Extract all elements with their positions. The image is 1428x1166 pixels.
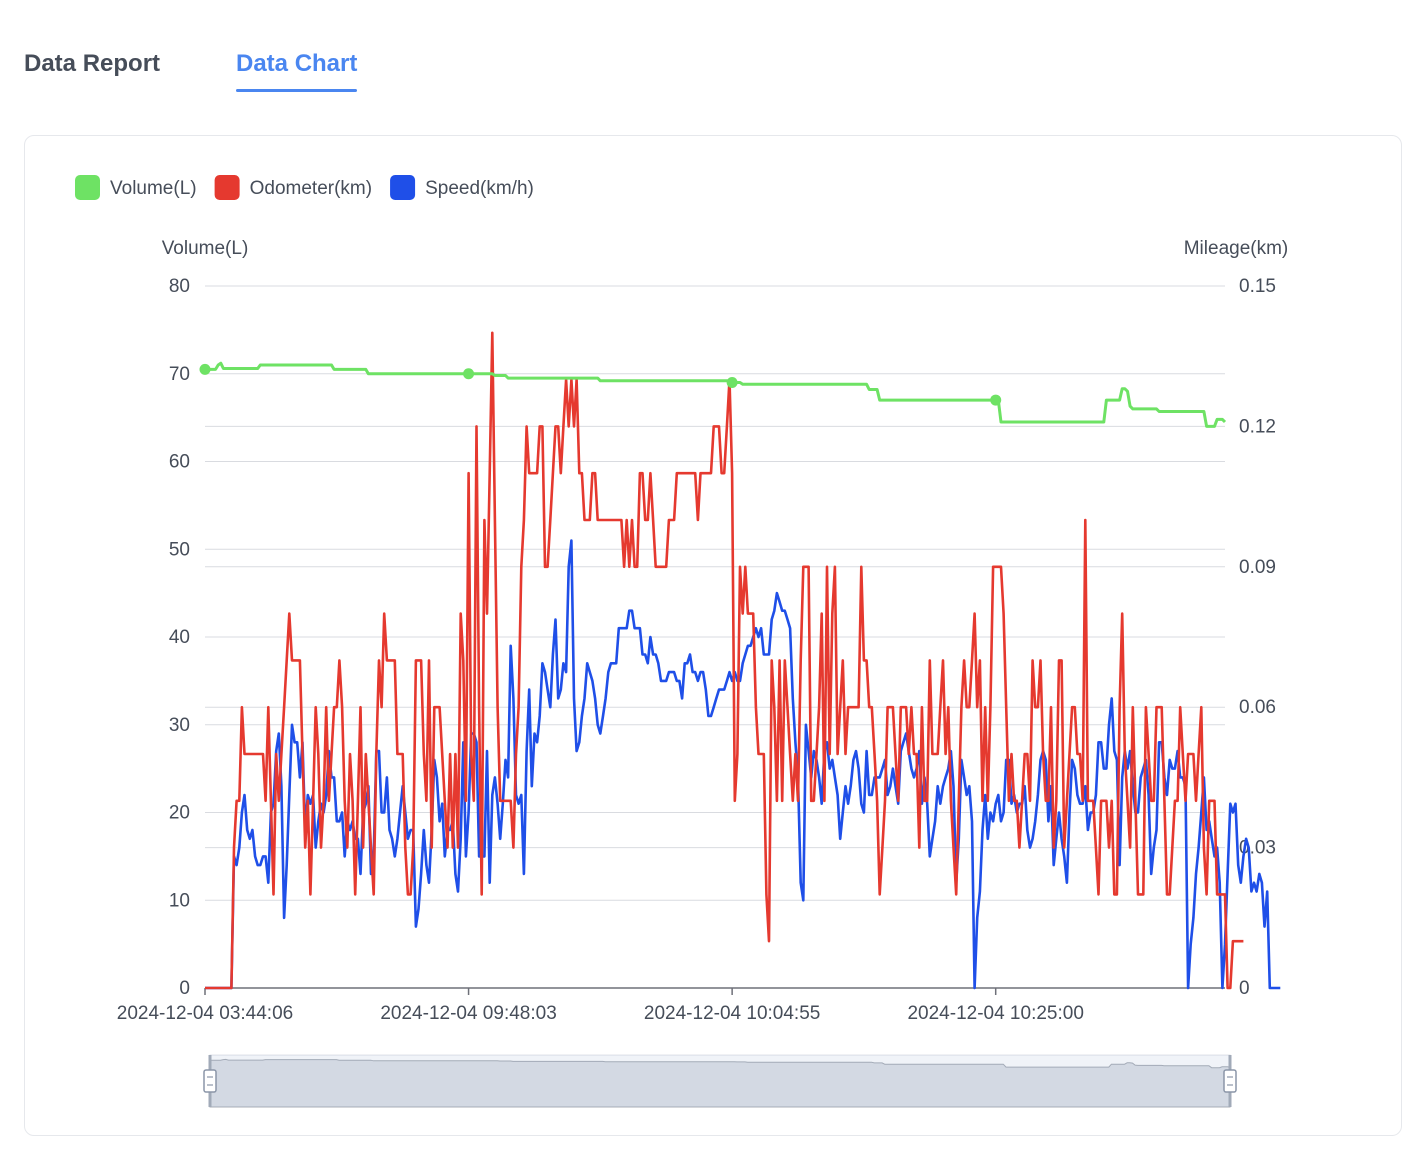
volume-marker-point [199,363,211,375]
plot-area [199,331,1281,990]
zoom-handle-left[interactable] [203,1069,217,1093]
x-tick-label: 2024-12-04 10:04:55 [644,1003,820,1024]
y-left-tick-label: 60 [169,452,190,473]
y-left-tick-label: 0 [179,978,190,999]
y-right-tick-label: 0.09 [1239,557,1276,578]
volume-marker-point [726,377,738,389]
y-left-tick-label: 40 [169,627,190,648]
y-right-tick-label: 0.12 [1239,416,1276,437]
series-volume-line [205,361,1227,428]
zoom-handle-right[interactable] [1223,1069,1237,1093]
y-right-tick-label: 0 [1239,978,1250,999]
x-tick-label: 2024-12-04 03:44:06 [117,1003,293,1024]
legend-label-2[interactable]: Speed(km/h) [425,178,534,199]
series-odometer-line [205,331,1244,990]
volume-marker-point [990,394,1002,406]
active-tab-indicator [236,89,358,92]
data-zoom[interactable] [203,1054,1237,1108]
chart-card [24,135,1402,1136]
legend-swatch-2[interactable] [390,175,416,200]
tab-data-report[interactable]: Data Report [24,50,161,77]
legend: Volume(L) Odometer(km) Speed(km/h) [75,175,534,200]
y-right-tick-label: 0.15 [1239,276,1276,297]
legend-label-0[interactable]: Volume(L) [110,178,197,199]
y-right-tick-label: 0.06 [1239,697,1276,718]
y-left-tick-label: 30 [169,715,190,736]
x-tick-label: 2024-12-04 09:48:03 [380,1003,556,1024]
series-speed-line [205,539,1281,990]
y-left-tick-label: 80 [169,276,190,297]
volume-marker-point [463,368,475,380]
legend-swatch-1[interactable] [214,175,240,200]
axis-ticks: 0102030405060708000.030.060.090.120.1520… [117,276,1276,1024]
legend-swatch-0[interactable] [75,175,100,200]
y-left-tick-label: 20 [169,803,190,824]
y-left-tick-label: 50 [169,539,190,560]
grid [205,285,1225,989]
tab-bar: Data Report Data Chart [0,0,1428,110]
zoom-selected-range[interactable] [210,1055,1230,1107]
y-left-tick-label: 10 [169,890,190,911]
legend-label-1[interactable]: Odometer(km) [250,178,372,199]
x-tick-label: 2024-12-04 10:25:00 [907,1003,1083,1024]
tab-data-chart-label: Data Chart [236,50,358,77]
tab-data-chart[interactable]: Data Chart [236,50,358,100]
y-axis-left-title: Volume(L) [162,238,249,259]
zoom-preview-area [209,1058,1231,1108]
y-axis-right-title: Mileage(km) [1184,238,1289,259]
y-left-tick-label: 70 [169,364,190,385]
